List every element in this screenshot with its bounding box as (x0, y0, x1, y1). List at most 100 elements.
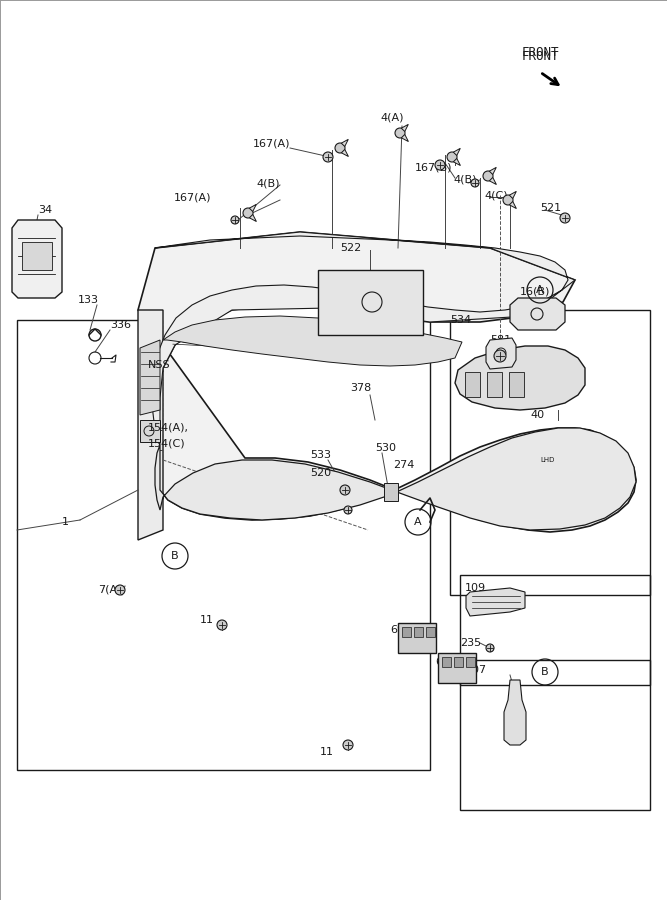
Text: 4(C): 4(C) (484, 191, 508, 201)
Text: 7(A): 7(A) (98, 585, 121, 595)
Text: 69: 69 (435, 657, 449, 667)
Polygon shape (12, 220, 62, 298)
Polygon shape (138, 232, 636, 532)
Circle shape (494, 350, 506, 362)
Text: 167(A): 167(A) (174, 192, 211, 202)
Bar (384, 483, 398, 501)
Bar (487, 372, 502, 397)
Circle shape (486, 644, 494, 652)
Polygon shape (510, 298, 565, 330)
Text: 336: 336 (110, 320, 131, 330)
Polygon shape (466, 588, 525, 616)
Bar (414, 627, 423, 637)
Text: 378: 378 (350, 383, 372, 393)
Circle shape (447, 152, 457, 162)
Polygon shape (140, 340, 160, 415)
Bar (460, 660, 650, 810)
Polygon shape (402, 134, 408, 141)
Circle shape (343, 740, 353, 750)
Bar (398, 623, 436, 653)
Text: 4(A): 4(A) (380, 113, 404, 123)
Polygon shape (455, 346, 585, 410)
Polygon shape (486, 338, 516, 369)
Circle shape (243, 208, 253, 218)
Bar (466, 657, 475, 667)
Circle shape (483, 171, 493, 181)
Polygon shape (504, 680, 526, 745)
Text: 34: 34 (38, 205, 52, 215)
Polygon shape (454, 148, 460, 156)
Polygon shape (510, 192, 516, 199)
Text: B: B (171, 551, 179, 561)
Polygon shape (138, 310, 163, 540)
Polygon shape (249, 214, 256, 221)
Text: 11: 11 (200, 615, 214, 625)
Circle shape (471, 179, 479, 187)
Text: 4(B): 4(B) (256, 178, 279, 188)
Circle shape (560, 213, 570, 223)
Bar (450, 310, 650, 595)
Text: 235: 235 (460, 638, 481, 648)
Bar (426, 627, 435, 637)
Text: 534: 534 (450, 315, 471, 325)
Text: 520: 520 (310, 468, 331, 478)
Circle shape (115, 585, 125, 595)
Bar (318, 270, 423, 335)
Text: 133: 133 (78, 295, 99, 305)
Bar (140, 420, 160, 442)
Polygon shape (249, 204, 256, 212)
Polygon shape (454, 158, 460, 166)
Text: 154(A),: 154(A), (148, 422, 189, 432)
Text: 109: 109 (465, 583, 486, 593)
Circle shape (340, 485, 350, 495)
Circle shape (435, 160, 445, 170)
Circle shape (344, 506, 352, 514)
Text: 154(C): 154(C) (148, 439, 185, 449)
Text: NSS: NSS (148, 360, 171, 370)
Bar (17, 320, 430, 770)
Circle shape (231, 216, 239, 224)
Bar (438, 653, 476, 683)
Text: LHD: LHD (541, 457, 555, 463)
Polygon shape (163, 316, 462, 366)
Text: FRONT: FRONT (522, 46, 560, 58)
Text: 1: 1 (62, 517, 69, 527)
Bar (442, 657, 451, 667)
Circle shape (395, 128, 405, 138)
Polygon shape (342, 140, 348, 147)
Polygon shape (510, 202, 516, 209)
Polygon shape (490, 167, 496, 175)
Circle shape (217, 620, 227, 630)
Text: 533: 533 (310, 450, 331, 460)
Polygon shape (152, 232, 575, 445)
Circle shape (335, 143, 345, 153)
Text: 167(A): 167(A) (253, 138, 291, 148)
Text: FRONT: FRONT (522, 50, 560, 64)
Text: 16(B): 16(B) (520, 287, 550, 297)
Bar (22, 242, 52, 270)
Bar (402, 627, 411, 637)
Circle shape (503, 195, 513, 205)
Text: 521: 521 (540, 203, 561, 213)
Text: B: B (541, 667, 549, 677)
Text: 40: 40 (530, 410, 544, 420)
Text: 274: 274 (393, 460, 414, 470)
Text: A: A (414, 517, 422, 527)
Text: 522: 522 (340, 243, 362, 253)
Polygon shape (342, 149, 348, 157)
Polygon shape (155, 428, 636, 530)
Text: A: A (536, 285, 544, 295)
Bar (460, 575, 650, 685)
Circle shape (323, 152, 333, 162)
Text: 167(B): 167(B) (415, 163, 452, 173)
Polygon shape (490, 177, 496, 184)
Bar (465, 372, 480, 397)
Text: 4(B): 4(B) (453, 175, 476, 185)
Bar (509, 372, 524, 397)
Text: 530: 530 (375, 443, 396, 453)
Polygon shape (402, 124, 408, 131)
Text: 69: 69 (390, 625, 404, 635)
Text: 607: 607 (465, 665, 486, 675)
Text: 11: 11 (320, 747, 334, 757)
Bar (454, 657, 463, 667)
